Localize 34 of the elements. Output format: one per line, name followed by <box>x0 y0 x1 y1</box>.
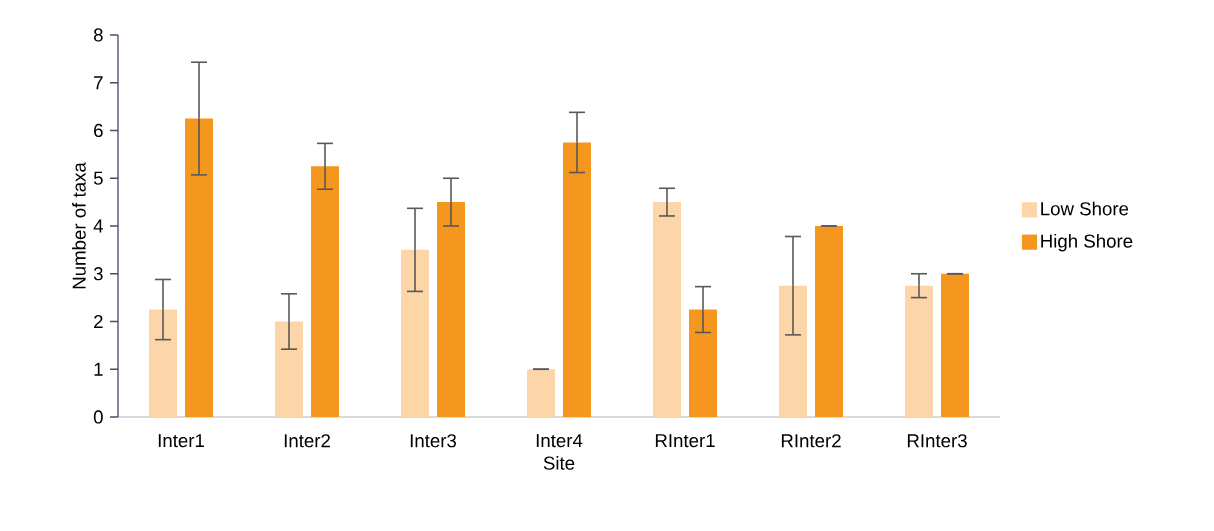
bar <box>401 249 429 417</box>
bar <box>815 225 843 417</box>
bar <box>437 202 466 417</box>
bar <box>563 142 592 417</box>
legend-label: High Shore <box>1041 233 1133 252</box>
x-tick-label: RInter3 <box>907 434 967 448</box>
x-tick-label: Inter4 <box>536 434 583 448</box>
y-tick-label: 5 <box>93 171 103 185</box>
bar <box>941 273 969 417</box>
y-tick-label: 2 <box>94 314 103 329</box>
bar <box>652 202 681 417</box>
bar <box>904 285 933 417</box>
bar <box>778 285 807 417</box>
bar <box>527 369 555 417</box>
bar <box>689 309 717 417</box>
bar <box>149 309 177 417</box>
bar <box>275 321 303 417</box>
x-tick-label: Inter3 <box>410 434 457 448</box>
y-tick-label: 1 <box>94 362 103 376</box>
legend-label: Low Shore <box>1041 201 1129 216</box>
y-axis-title: Number of taxa <box>72 162 86 289</box>
x-tick-label: Inter1 <box>158 434 204 448</box>
y-tick-label: 6 <box>94 123 103 138</box>
y-tick-label: 4 <box>93 219 103 233</box>
y-tick-label: 8 <box>93 28 103 42</box>
y-tick-label: 0 <box>93 410 103 424</box>
bar <box>311 166 340 417</box>
bar <box>185 118 214 417</box>
x-tick-label: RInter1 <box>655 434 715 448</box>
y-tick-label: 3 <box>93 267 103 281</box>
x-tick-label: Inter2 <box>284 434 330 448</box>
x-tick-label: RInter2 <box>781 434 841 448</box>
x-axis-title: Site <box>543 456 575 470</box>
y-tick-label: 7 <box>94 76 103 90</box>
